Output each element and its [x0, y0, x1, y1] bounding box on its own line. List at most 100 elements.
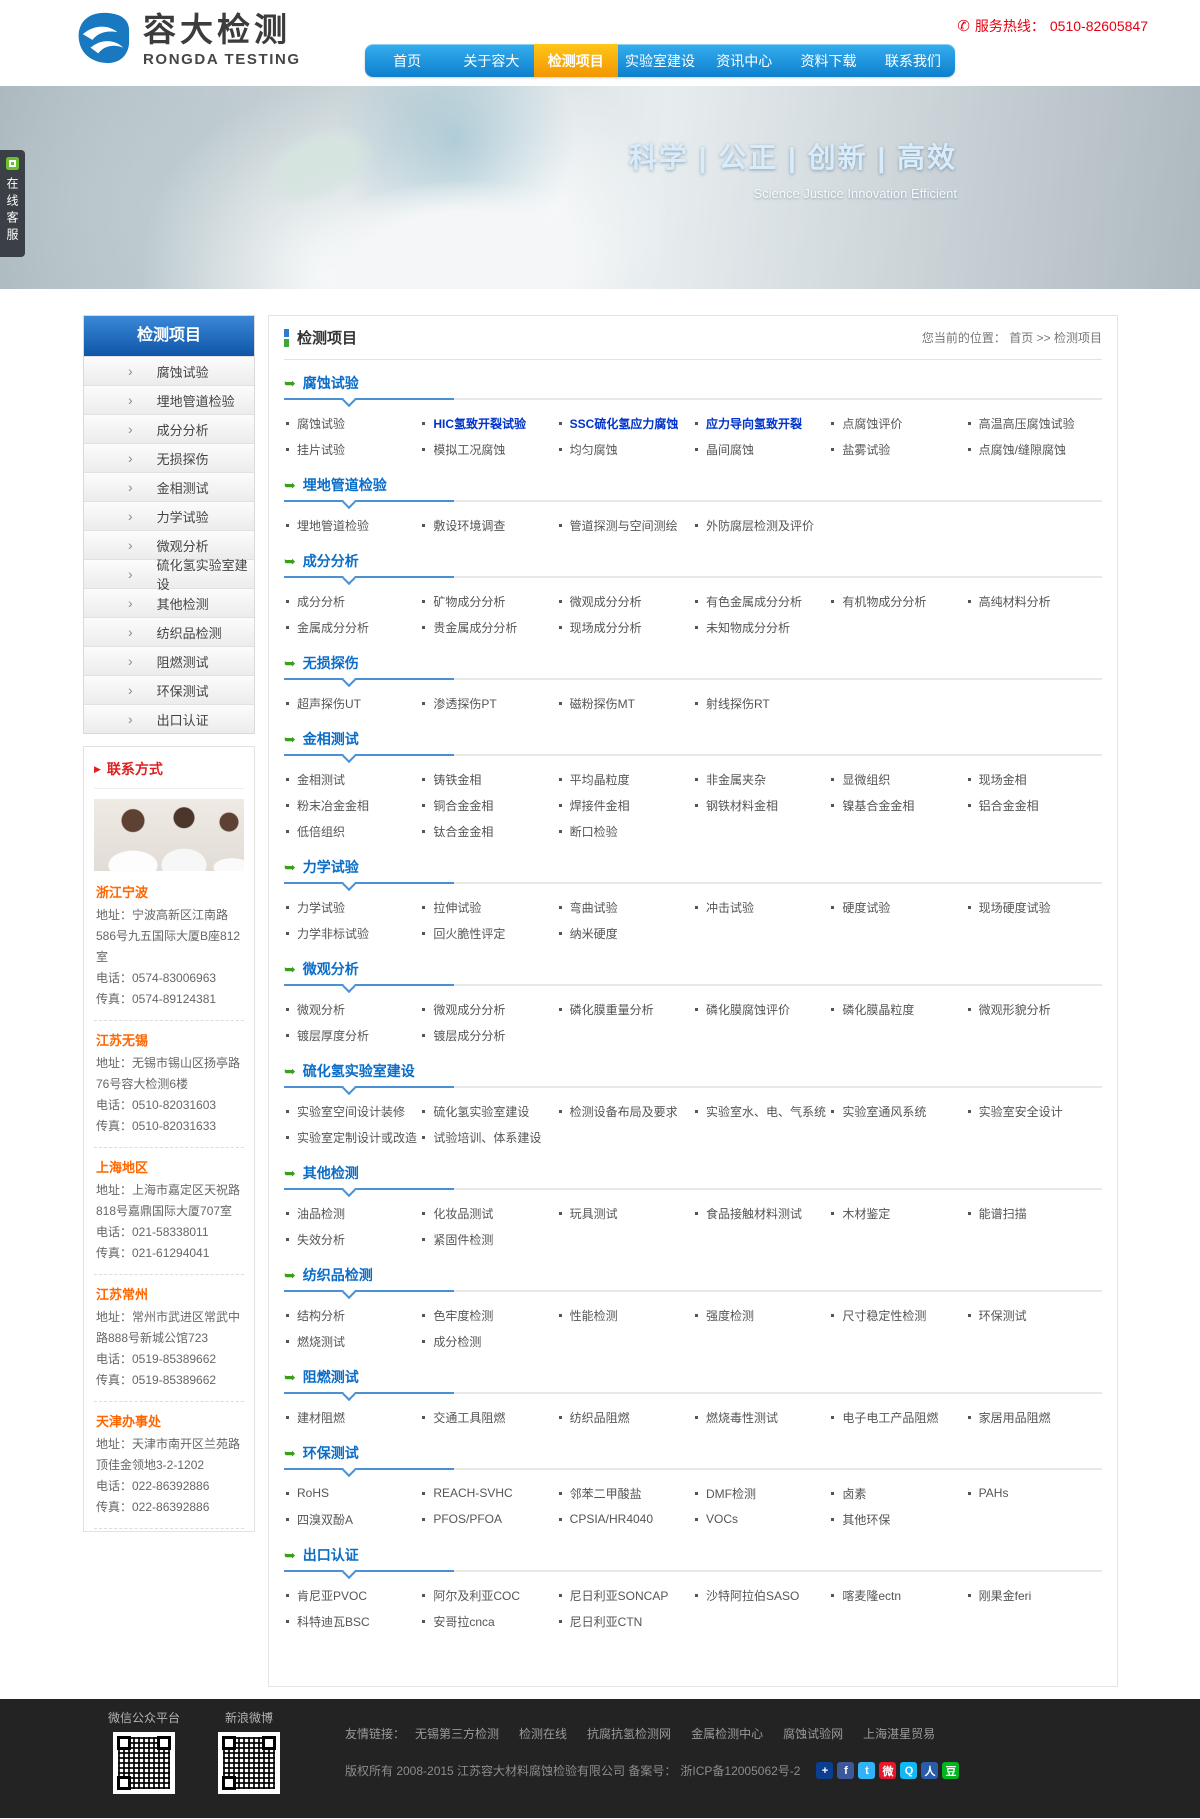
test-item-link[interactable]: 平均晶粒度	[557, 766, 693, 792]
test-item-link[interactable]: 实验室安全设计	[966, 1098, 1102, 1124]
online-service-tab[interactable]: 在线客服	[0, 150, 25, 257]
test-item-link[interactable]: 高纯材料分析	[966, 588, 1102, 614]
test-item-link[interactable]: 非金属夹杂	[693, 766, 829, 792]
test-item-link[interactable]: 金相测试	[284, 766, 420, 792]
nav-item[interactable]: 实验室建设	[624, 52, 695, 69]
test-item-link[interactable]: 外防腐层检测及评价	[693, 512, 829, 538]
test-item-link[interactable]: 应力导向氢致开裂	[693, 410, 829, 436]
test-item-link[interactable]: 邻苯二甲酸盐	[557, 1480, 693, 1506]
test-item-link[interactable]: 微观成分分析	[420, 996, 556, 1022]
test-item-link[interactable]: 安哥拉cnca	[420, 1608, 556, 1634]
test-item-link[interactable]: 微观分析	[284, 996, 420, 1022]
test-item-link[interactable]: 腐蚀试验	[284, 410, 420, 436]
test-item-link[interactable]: 刚果金feri	[966, 1582, 1102, 1608]
test-item-link[interactable]: 焊接件金相	[557, 792, 693, 818]
test-item-link[interactable]: 冲击试验	[693, 894, 829, 920]
share-icon[interactable]: 豆	[942, 1762, 960, 1779]
test-item-link[interactable]: 磷化膜重量分析	[557, 996, 693, 1022]
test-item-link[interactable]: 均匀腐蚀	[557, 436, 693, 462]
test-item-link[interactable]: 卤素	[829, 1480, 965, 1506]
test-item-link[interactable]: CPSIA/HR4040	[557, 1506, 693, 1532]
sidebar-item[interactable]: › 出口认证	[84, 704, 254, 733]
test-item-link[interactable]: 纳米硬度	[557, 920, 693, 946]
test-item-link[interactable]: 有色金属成分分析	[693, 588, 829, 614]
test-item-link[interactable]: 微观成分分析	[557, 588, 693, 614]
test-item-link[interactable]: 木材鉴定	[829, 1200, 965, 1226]
test-item-link[interactable]: 家居用品阻燃	[966, 1404, 1102, 1430]
test-item-link[interactable]: 点腐蚀/缝隙腐蚀	[966, 436, 1102, 462]
test-item-link[interactable]: 拉伸试验	[420, 894, 556, 920]
test-item-link[interactable]: 低倍组织	[284, 818, 420, 844]
section-title[interactable]: 埋地管道检验	[302, 477, 387, 493]
test-item-link[interactable]: 磷化膜晶粒度	[829, 996, 965, 1022]
sidebar-item[interactable]: › 腐蚀试验	[84, 356, 254, 385]
section-title[interactable]: 阻燃测试	[302, 1369, 359, 1385]
logo[interactable]: 容大检测 RONGDA TESTING	[75, 11, 301, 70]
test-item-link[interactable]: 磷化膜腐蚀评价	[693, 996, 829, 1022]
test-item-link[interactable]: 成分分析	[284, 588, 420, 614]
share-icon[interactable]: 微	[879, 1762, 897, 1779]
sidebar-item[interactable]: › 纺织品检测	[84, 617, 254, 646]
test-item-link[interactable]: 挂片试验	[284, 436, 420, 462]
test-item-link[interactable]: 建材阻燃	[284, 1404, 420, 1430]
test-item-link[interactable]: 晶间腐蚀	[693, 436, 829, 462]
test-item-link[interactable]: 失效分析	[284, 1226, 420, 1252]
friend-link[interactable]: 抗腐抗氢检测网	[587, 1727, 672, 1741]
test-item-link[interactable]: 金属成分分析	[284, 614, 420, 640]
share-icon[interactable]: t	[858, 1762, 876, 1779]
friend-link[interactable]: 无锡第三方检测	[415, 1727, 500, 1741]
test-item-link[interactable]: 微观形貌分析	[966, 996, 1102, 1022]
test-item-link[interactable]: REACH-SVHC	[420, 1480, 556, 1506]
test-item-link[interactable]: 镍基合金金相	[829, 792, 965, 818]
test-item-link[interactable]: 食品接触材料测试	[693, 1200, 829, 1226]
test-item-link[interactable]: 矿物成分分析	[420, 588, 556, 614]
sidebar-item[interactable]: › 力学试验	[84, 501, 254, 530]
test-item-link[interactable]: 肯尼亚PVOC	[284, 1582, 420, 1608]
nav-item[interactable]: 联系我们	[884, 52, 941, 69]
test-item-link[interactable]: 钢铁材料金相	[693, 792, 829, 818]
sidebar-item[interactable]: › 金相测试	[84, 472, 254, 501]
test-item-link[interactable]: HIC氢致开裂试验	[420, 410, 556, 436]
test-item-link[interactable]: VOCs	[693, 1506, 829, 1532]
test-item-link[interactable]: 盐雾试验	[829, 436, 965, 462]
test-item-link[interactable]: 钛合金金相	[420, 818, 556, 844]
test-item-link[interactable]: PAHs	[966, 1480, 1102, 1506]
section-title[interactable]: 腐蚀试验	[302, 375, 359, 391]
test-item-link[interactable]: 实验室空间设计装修	[284, 1098, 420, 1124]
test-item-link[interactable]: 铜合金金相	[420, 792, 556, 818]
nav-item[interactable]: 首页	[393, 52, 422, 69]
section-title[interactable]: 硫化氢实验室建设	[302, 1063, 415, 1079]
section-title[interactable]: 无损探伤	[302, 655, 359, 671]
share-icon[interactable]: +	[816, 1762, 834, 1779]
test-item-link[interactable]: 粉末冶金金相	[284, 792, 420, 818]
test-item-link[interactable]: 能谱扫描	[966, 1200, 1102, 1226]
test-item-link[interactable]: 强度检测	[693, 1302, 829, 1328]
test-item-link[interactable]: 纺织品阻燃	[557, 1404, 693, 1430]
test-item-link[interactable]: 有机物成分分析	[829, 588, 965, 614]
test-item-link[interactable]: 其他环保	[829, 1506, 965, 1532]
test-item-link[interactable]: 回火脆性评定	[420, 920, 556, 946]
test-item-link[interactable]: SSC硫化氢应力腐蚀	[557, 410, 693, 436]
test-item-link[interactable]: 超声探伤UT	[284, 690, 420, 716]
nav-item[interactable]: 关于容大	[463, 52, 520, 69]
section-title[interactable]: 金相测试	[302, 731, 359, 747]
test-item-link[interactable]: DMF检测	[693, 1480, 829, 1506]
nav-item[interactable]: 检测项目	[533, 44, 618, 77]
test-item-link[interactable]: 未知物成分分析	[693, 614, 829, 640]
test-item-link[interactable]: 尺寸稳定性检测	[829, 1302, 965, 1328]
section-title[interactable]: 成分分析	[302, 553, 359, 569]
test-item-link[interactable]: 管道探测与空间测绘	[557, 512, 693, 538]
sidebar-item[interactable]: › 成分分析	[84, 414, 254, 443]
test-item-link[interactable]: 高温高压腐蚀试验	[966, 410, 1102, 436]
test-item-link[interactable]: 断口检验	[557, 818, 693, 844]
test-item-link[interactable]: 化妆品测试	[420, 1200, 556, 1226]
test-item-link[interactable]: 色牢度检测	[420, 1302, 556, 1328]
test-item-link[interactable]: 镀层成分分析	[420, 1022, 556, 1048]
test-item-link[interactable]: 结构分析	[284, 1302, 420, 1328]
section-title[interactable]: 微观分析	[302, 961, 359, 977]
test-item-link[interactable]: 环保测试	[966, 1302, 1102, 1328]
test-item-link[interactable]: 力学试验	[284, 894, 420, 920]
nav-item[interactable]: 资料下载	[800, 52, 857, 69]
test-item-link[interactable]: 埋地管道检验	[284, 512, 420, 538]
share-icon[interactable]: f	[837, 1762, 855, 1779]
